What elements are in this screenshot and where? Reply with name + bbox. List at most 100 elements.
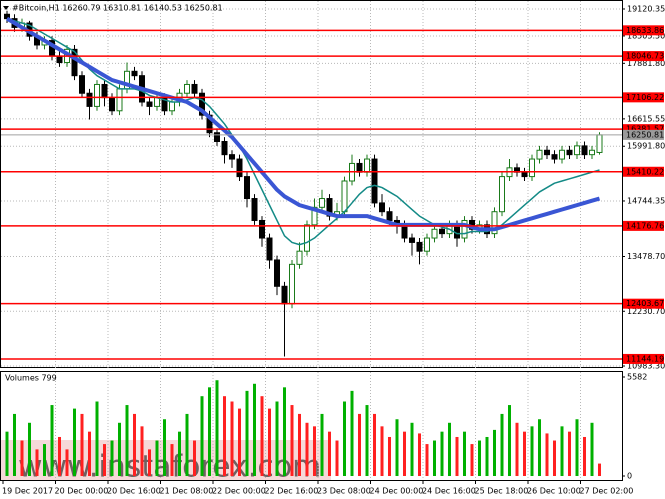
volume-bar xyxy=(215,380,219,476)
x-tick-label: 24 Dec 00:00 xyxy=(370,487,424,496)
candle-body xyxy=(499,176,505,213)
volume-bar xyxy=(208,387,211,476)
level-label: 16381.57 xyxy=(626,125,664,134)
x-tick-label: 21 Dec 08:00 xyxy=(160,487,214,496)
volume-bar xyxy=(73,408,76,476)
candle-body xyxy=(521,171,528,178)
candle-body xyxy=(289,263,295,305)
candle-body xyxy=(559,149,565,160)
volume-bar xyxy=(50,405,54,476)
volume-bar xyxy=(305,422,309,476)
volume-bar xyxy=(125,405,129,476)
volume-bar xyxy=(118,422,121,476)
x-tick-label: 23 Dec 08:00 xyxy=(317,487,371,496)
volume-bar xyxy=(575,419,579,476)
level-label: 18046.73 xyxy=(626,52,664,61)
candle-body xyxy=(184,83,190,94)
y-tick-label: 10983.30 xyxy=(627,361,665,370)
volume-bar xyxy=(523,431,526,476)
level-label: 15410.22 xyxy=(626,167,664,176)
candle-body xyxy=(146,101,153,107)
volume-bar xyxy=(80,413,84,476)
volume-bar xyxy=(403,431,406,476)
candle-body xyxy=(589,149,595,156)
x-tick-label: 22 Dec 00:00 xyxy=(212,487,266,496)
current-price-box xyxy=(623,129,664,140)
level-label: 11144.19 xyxy=(626,354,664,363)
volume-bar xyxy=(395,419,399,476)
candle-body xyxy=(229,154,235,160)
volume-bar xyxy=(13,413,16,476)
volume-bar xyxy=(185,413,189,476)
volume-bar xyxy=(58,436,61,476)
candle-body xyxy=(304,224,310,252)
volume-bar xyxy=(298,413,301,476)
candle-body xyxy=(424,237,430,252)
candle-body xyxy=(266,237,273,261)
x-tick-label: 19 Dec 2017 xyxy=(2,487,53,496)
candle-body xyxy=(566,149,573,156)
candle-body xyxy=(341,180,348,213)
level-label-box xyxy=(623,220,664,231)
candle-body xyxy=(596,134,603,153)
candle-body xyxy=(491,211,498,235)
volume-bar xyxy=(380,426,384,476)
volume-bar xyxy=(373,413,376,476)
level-label: 17106.22 xyxy=(626,93,664,102)
candle-body xyxy=(431,228,438,239)
volume-bar xyxy=(410,422,414,476)
candle-body xyxy=(244,176,250,200)
candle-body xyxy=(214,132,220,142)
menu-triangle xyxy=(3,6,9,10)
volume-bar xyxy=(583,436,586,476)
candle-body xyxy=(544,149,550,156)
x-tick-label: 25 Dec 18:00 xyxy=(475,487,529,496)
volume-bar xyxy=(463,431,466,476)
volume-bar xyxy=(35,449,39,476)
volume-bar xyxy=(320,413,324,476)
x-tick-label: 26 Dec 10:00 xyxy=(527,487,581,496)
volume-bar xyxy=(365,405,369,476)
volume-bar xyxy=(485,436,489,476)
volume-bar xyxy=(140,426,144,476)
volume-bar xyxy=(530,426,534,476)
volume-bar xyxy=(568,431,571,476)
level-label-box xyxy=(623,92,664,103)
y-tick-label: 17881.80 xyxy=(627,59,665,68)
y-tick-label: 16615.55 xyxy=(627,114,665,123)
candle-body xyxy=(296,250,303,265)
volume-bar xyxy=(538,419,541,476)
level-label-box xyxy=(623,353,664,364)
current-price-label: 16250.81 xyxy=(626,130,664,139)
volume-bar xyxy=(560,426,564,476)
volume-bar xyxy=(268,408,271,476)
x-tick-label: 22 Dec 16:00 xyxy=(265,487,319,496)
candle-body xyxy=(461,219,468,239)
volume-tick-label: 0 xyxy=(627,472,632,481)
volume-bar xyxy=(283,387,286,476)
x-tick-label: 24 Dec 16:00 xyxy=(422,487,476,496)
y-tick-label: 19120.35 xyxy=(627,4,665,13)
volume-bar xyxy=(253,383,256,476)
volume-bar xyxy=(343,401,346,476)
chart-title: #Bitcoin,H1 16260.79 16310.81 16140.53 1… xyxy=(12,4,223,13)
volume-bar xyxy=(335,440,339,476)
volume-frame xyxy=(0,371,623,481)
volume-bar xyxy=(425,444,429,476)
candle-body xyxy=(281,285,288,305)
level-label-box xyxy=(623,298,664,309)
candle-body xyxy=(116,88,123,112)
volume-bar xyxy=(275,401,279,476)
level-label: 12403.67 xyxy=(626,299,664,308)
volume-bar xyxy=(5,431,9,476)
volume-bar xyxy=(260,396,264,476)
volume-bar xyxy=(388,436,391,476)
volume-bar xyxy=(470,444,474,476)
volume-bar xyxy=(328,431,331,476)
volume-bar xyxy=(590,422,594,476)
candle-body xyxy=(251,198,258,221)
volume-bar xyxy=(20,440,24,476)
candle-body xyxy=(551,154,558,160)
volume-bar xyxy=(155,440,159,476)
volume-tick-label: 5582 xyxy=(627,373,647,382)
